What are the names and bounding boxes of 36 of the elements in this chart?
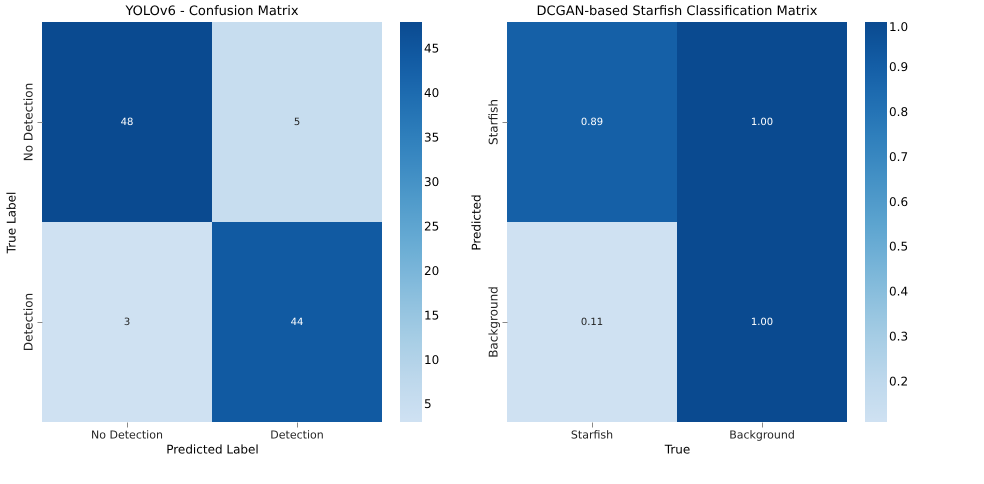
y-axis-title: Predicted [470, 194, 484, 251]
color-bar-label: 0.6 [889, 194, 908, 209]
color-bar-label: 0.2 [889, 374, 908, 389]
data-label: 1.00 [750, 317, 774, 328]
color-bar-label: 0.8 [889, 104, 908, 119]
color-bar-label: 10 [424, 352, 440, 367]
color-bar-label: 30 [424, 175, 440, 189]
x-tick-label: Detection [270, 428, 324, 442]
x-tick-label: Starfish [570, 428, 614, 442]
chart-title: YOLOv6 - Confusion Matrix [124, 4, 299, 19]
x-axis-title: Predicted Label [166, 442, 259, 456]
x-axis-title: True [664, 442, 690, 456]
color-bar-label: 0.4 [889, 284, 908, 299]
x-tick-label: Background [729, 428, 795, 442]
color-bar-label: 35 [424, 130, 440, 145]
color-bar-label: 20 [424, 264, 440, 278]
data-label: 3 [124, 317, 130, 328]
color-bar-label: 40 [424, 86, 440, 100]
data-label: 5 [294, 117, 300, 128]
data-label: 1.00 [750, 117, 774, 128]
color-bar-label: 15 [424, 308, 440, 322]
data-label: 48 [120, 117, 134, 128]
color-bar-label: 5 [424, 397, 432, 412]
color-bar-label: 1.0 [889, 20, 908, 34]
color-bar-label: 0.7 [889, 150, 908, 164]
data-label: 44 [290, 317, 304, 328]
color-bar-label: 45 [424, 42, 440, 56]
color-bar-label: 0.5 [889, 240, 908, 254]
y-axis-title: True Label [4, 192, 18, 254]
data-label: 0.11 [580, 317, 604, 328]
color-bar-label: 25 [424, 219, 440, 234]
color-bar-label: 0.3 [889, 330, 908, 344]
data-label: 0.89 [580, 117, 604, 128]
color-bar-label: 0.9 [889, 60, 908, 74]
chart-title: DCGAN-based Starfish Classification Matrix [536, 4, 818, 19]
x-tick-label: No Detection [91, 428, 163, 442]
